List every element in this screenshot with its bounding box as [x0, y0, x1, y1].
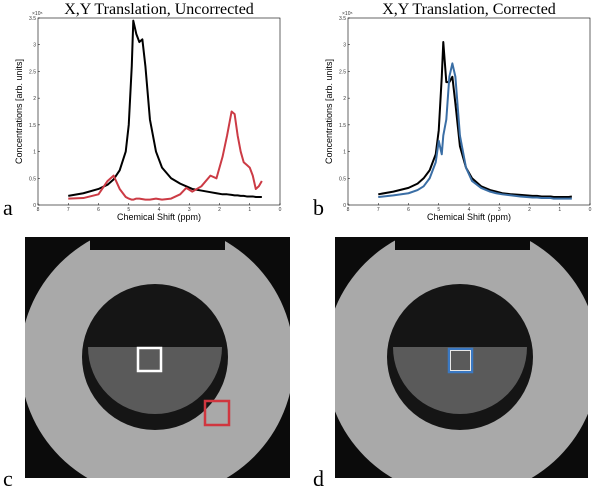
x-tick-label: 1 [248, 207, 251, 213]
mri-image [335, 237, 588, 478]
y-scale-label: ×10⁵ [32, 11, 43, 17]
y-tick-label: 0.5 [29, 176, 36, 182]
y-tick-label: 2.5 [29, 69, 36, 75]
x-axis-label: Chemical Shift (ppm) [117, 212, 201, 222]
chart-title: X,Y Translation, Uncorrected [64, 1, 254, 18]
plot-frame [347, 17, 591, 206]
x-tick-label: 7 [67, 207, 70, 213]
y-tick-label: 0 [33, 203, 36, 209]
data-line [378, 41, 573, 198]
y-tick-label: 1 [33, 150, 36, 156]
x-tick-label: 0 [279, 207, 282, 213]
y-tick-label: 0.5 [339, 176, 346, 182]
data-line [378, 62, 572, 200]
y-tick-label: 1 [343, 150, 346, 156]
y-tick-label: 1.5 [339, 123, 346, 129]
x-tick-label: 6 [407, 207, 410, 213]
y-tick-label: 1.5 [29, 123, 36, 129]
y-tick-label: 3.5 [29, 16, 36, 22]
y-tick-label: 2.5 [339, 69, 346, 75]
x-tick-label: 7 [377, 207, 380, 213]
x-tick-label: 0 [589, 207, 592, 213]
x-axis-label: Chemical Shift (ppm) [427, 212, 511, 222]
x-tick-label: 6 [97, 207, 100, 213]
y-tick-label: 3.5 [339, 16, 346, 22]
x-tick-label: 5 [127, 207, 130, 213]
x-tick-label: 2 [528, 207, 531, 213]
y-axis-label: Concentrations [arb. units] [324, 59, 334, 164]
data-line [68, 19, 262, 198]
x-tick-label: 1 [558, 207, 561, 213]
y-tick-label: 3 [33, 43, 36, 49]
x-tick-label: 4 [468, 207, 471, 213]
y-scale-label: ×10⁵ [342, 11, 353, 17]
panel-label: b [313, 195, 324, 220]
y-tick-label: 2 [33, 96, 36, 102]
y-axis-label: Concentrations [arb. units] [14, 59, 24, 164]
y-tick-label: 3 [343, 43, 346, 49]
x-tick-label: 3 [498, 207, 501, 213]
panel-label: d [313, 466, 324, 491]
y-tick-label: 2 [343, 96, 346, 102]
x-tick-label: 8 [347, 207, 350, 213]
data-line [68, 110, 263, 201]
panel-label: c [3, 466, 13, 491]
x-tick-label: 2 [218, 207, 221, 213]
mri-image [25, 237, 290, 478]
panel-label: a [3, 195, 13, 220]
x-tick-label: 5 [437, 207, 440, 213]
chart-title: X,Y Translation, Corrected [382, 1, 556, 18]
x-tick-label: 8 [37, 207, 40, 213]
y-tick-label: 0 [343, 203, 346, 209]
x-tick-label: 3 [188, 207, 191, 213]
x-tick-label: 4 [158, 207, 161, 213]
plot-frame [37, 17, 281, 206]
